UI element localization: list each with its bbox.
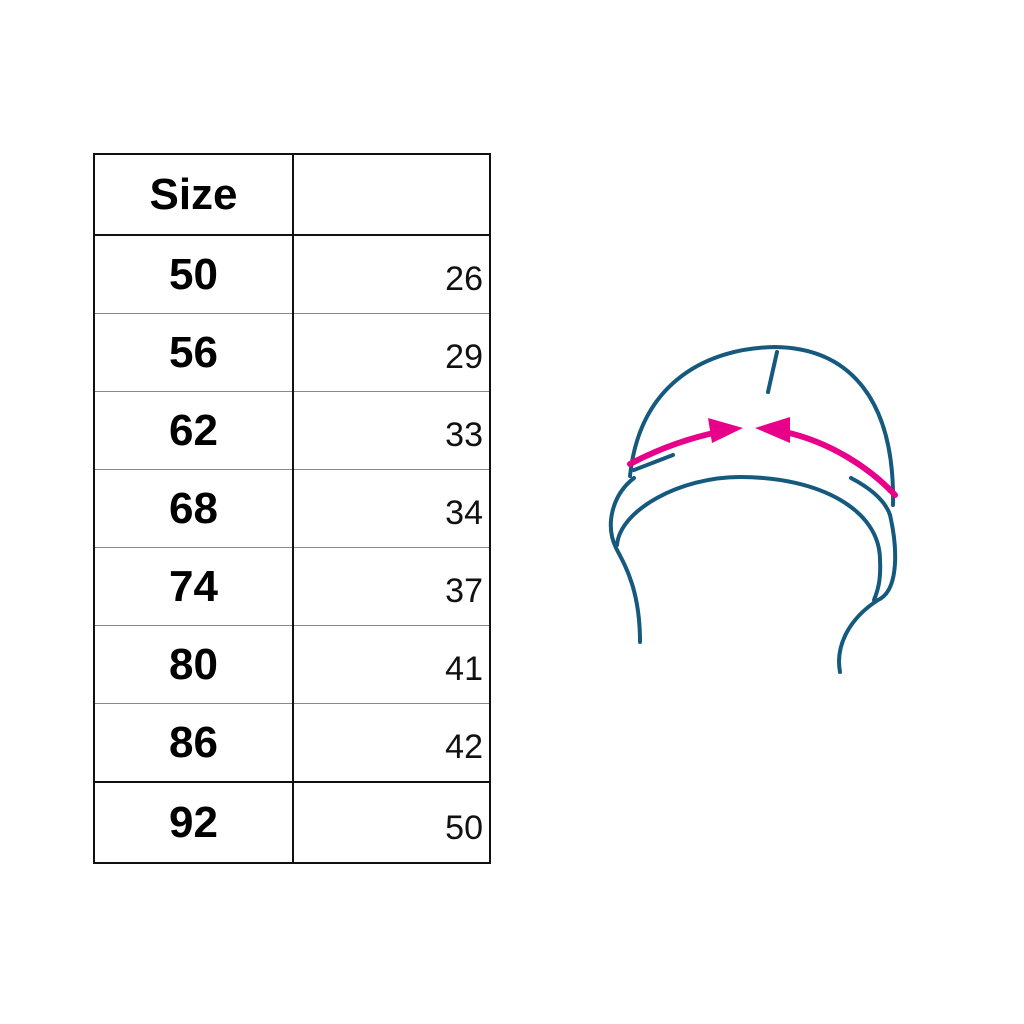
measure-arrows-icon (627, 417, 898, 498)
header-measure (292, 154, 491, 235)
value-cell: 41 (292, 625, 491, 704)
table-row: 56 29 (93, 313, 491, 392)
header-size: Size (93, 154, 294, 235)
table-row: 74 37 (93, 547, 491, 626)
value-cell: 37 (292, 547, 491, 626)
value-cell: 33 (292, 391, 491, 470)
size-cell: 68 (93, 469, 294, 548)
value-cell: 50 (292, 782, 491, 863)
table-row: 68 34 (93, 469, 491, 548)
table-header-row: Size (93, 154, 491, 235)
size-cell: 56 (93, 313, 294, 392)
size-cell: 74 (93, 547, 294, 626)
value-cell: 42 (292, 703, 491, 782)
value-cell: 26 (292, 235, 491, 314)
table-row: 62 33 (93, 391, 491, 470)
value-cell: 29 (292, 313, 491, 392)
table-row: 80 41 (93, 625, 491, 704)
hat-outline-icon (608, 344, 898, 674)
value-cell: 34 (292, 469, 491, 548)
size-cell: 86 (93, 703, 294, 782)
size-cell: 80 (93, 625, 294, 704)
size-cell: 92 (93, 782, 294, 863)
table-row: 92 50 (93, 782, 491, 863)
table-row: 50 26 (93, 235, 491, 314)
table-row: 86 42 (93, 703, 491, 782)
size-cell: 62 (93, 391, 294, 470)
size-cell: 50 (93, 235, 294, 314)
size-table: Size 50 26 56 29 62 33 68 34 74 37 80 41 86 42 … (93, 153, 491, 864)
